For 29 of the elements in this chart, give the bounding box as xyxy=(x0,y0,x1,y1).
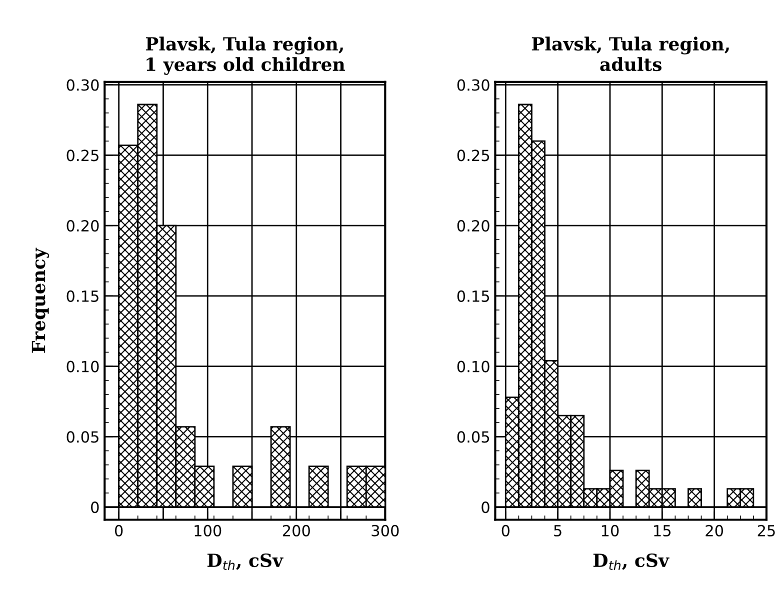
y-tick-label: 0.05 xyxy=(457,431,490,443)
y-tick-label: 0.30 xyxy=(457,79,490,91)
x-tick-label: 10 xyxy=(602,524,619,536)
y-axis-title: Frequency xyxy=(32,248,50,353)
y-tick-label: 0.25 xyxy=(457,150,490,162)
y-tick-label: 0.15 xyxy=(457,290,490,302)
y-tick-label: 0 xyxy=(482,502,490,514)
y-tick-label: 0.05 xyxy=(66,431,98,443)
x-tick-label: 20 xyxy=(706,524,724,536)
x-tick-label: 0 xyxy=(114,524,123,536)
x-tick-label: 5 xyxy=(554,525,562,536)
x-axis-title: D$_{th}$, cSv xyxy=(593,553,670,570)
x-tick-label: 25 xyxy=(758,524,775,536)
y-tick-label: 0.25 xyxy=(66,150,98,162)
x-tick-label: 300 xyxy=(372,524,399,536)
y-tick-label: 0.15 xyxy=(66,290,98,302)
y-tick-label: 0.10 xyxy=(457,360,490,372)
y-tick-label: 0.20 xyxy=(66,220,99,232)
x-tick-label: 0 xyxy=(502,524,510,536)
chart-title: Plavsk, Tula region, adults xyxy=(532,36,729,72)
y-tick-label: 0.30 xyxy=(66,79,99,91)
y-tick-label: 0.10 xyxy=(66,360,99,372)
y-tick-label: 0.20 xyxy=(457,220,490,232)
x-tick-label: 200 xyxy=(282,524,310,536)
y-tick-label: 0 xyxy=(91,502,99,514)
x-tick-label: 15 xyxy=(654,525,671,536)
x-tick-label: 100 xyxy=(194,524,222,536)
chart-title: Plavsk, Tula region, 1 years old children xyxy=(146,36,345,75)
x-axis-title: D$_{th}$, cSv xyxy=(207,553,284,570)
